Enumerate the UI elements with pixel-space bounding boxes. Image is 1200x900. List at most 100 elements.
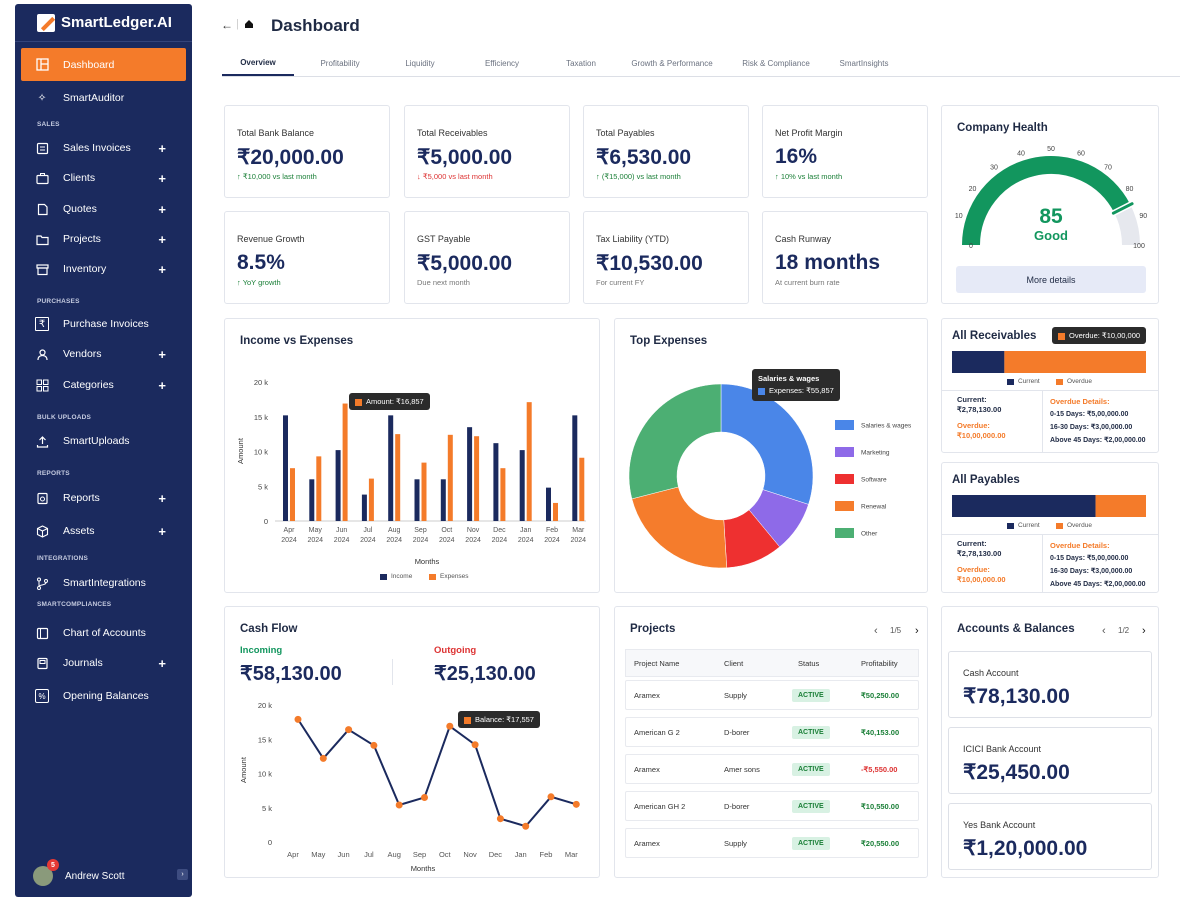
table-row[interactable]: Aramex Amer sons ACTIVE -₹5,550.00	[625, 754, 919, 784]
bar-income	[361, 494, 367, 521]
gauge-tick-label: 50	[1047, 146, 1055, 153]
pie-tooltip: Salaries & wages Expenses: ₹55,857	[752, 369, 840, 401]
more-details-button[interactable]: More details	[956, 266, 1146, 293]
gauge-tick-label: 100	[1133, 243, 1145, 250]
tab-smartinsights[interactable]: SmartInsights	[839, 58, 889, 68]
x-tick-label: Jun	[338, 850, 350, 859]
bar-income	[467, 427, 473, 521]
sidebar-item-assets[interactable]: Assets +	[21, 516, 186, 546]
sidebar-item-projects[interactable]: Projects +	[21, 224, 186, 254]
detail-row: 0-15 Days: ₹5,00,000.00	[1050, 555, 1129, 562]
add-icon[interactable]: +	[158, 261, 166, 277]
book-icon	[35, 626, 49, 640]
x-tick-label: Apr	[287, 850, 299, 859]
overdue-value: ₹10,00,000.00	[957, 575, 1006, 584]
separator: |	[236, 18, 239, 30]
tab-liquidity[interactable]: Liquidity	[405, 58, 435, 68]
table-row[interactable]: Aramex Supply ACTIVE ₹50,250.00	[625, 680, 919, 710]
sidebar-item-smartuploads[interactable]: SmartUploads	[21, 426, 186, 456]
sidebar-label: Dashboard	[63, 58, 115, 71]
kpi-gst-payable: GST Payable ₹5,000.00 Due next month	[404, 211, 570, 304]
add-icon[interactable]: +	[158, 201, 166, 217]
data-point	[572, 800, 580, 808]
card-title: All Payables	[952, 474, 1020, 486]
sidebar-item-chart-of-accounts[interactable]: Chart of Accounts	[21, 618, 186, 648]
add-icon[interactable]: +	[158, 346, 166, 362]
sidebar-item-purchase-invoices[interactable]: ₹ Purchase Invoices	[21, 309, 186, 339]
income-expenses-card: Income vs Expenses 0 5 k 10 k 15 k 20 k Amoun…	[224, 318, 600, 593]
chevron-right-icon[interactable]: ›	[1142, 625, 1146, 637]
brand-logo[interactable]: SmartLedger.AI	[15, 4, 192, 42]
account-card-cash[interactable]: Cash Account ₹78,130.00	[948, 651, 1152, 718]
bar-income	[335, 450, 341, 521]
divider	[942, 390, 1158, 391]
sidebar-item-smartintegrations[interactable]: SmartIntegrations	[21, 568, 186, 598]
tab-growth-performance[interactable]: Growth & Performance	[631, 58, 713, 68]
sidebar-item-sales-invoices[interactable]: Sales Invoices +	[21, 133, 186, 163]
x-axis-title: Months	[411, 864, 436, 873]
back-arrow-icon[interactable]: ←	[221, 18, 233, 32]
user-profile[interactable]: 5 Andrew Scott ›	[33, 859, 188, 889]
sidebar-item-quotes[interactable]: Quotes +	[21, 194, 186, 224]
tab-bar: Overview Profitability Liquidity Efficie…	[222, 50, 1180, 77]
add-icon[interactable]: +	[158, 490, 166, 506]
add-icon[interactable]: +	[158, 523, 166, 539]
bar-income	[546, 487, 551, 521]
receivables-summary: Current: ₹2,78,130.00 Overdue: ₹10,00,00…	[957, 395, 1006, 441]
sidebar-item-inventory[interactable]: Inventory +	[21, 254, 186, 284]
section-smartcompliances: SMARTCOMPLIANCES	[37, 601, 112, 608]
pie-slice	[720, 383, 814, 505]
sidebar-item-opening-balances[interactable]: % Opening Balances	[21, 681, 186, 711]
y-tick-label: 20 k	[258, 701, 272, 710]
y-tick-label: 5 k	[262, 804, 272, 813]
section-sales: SALES	[37, 121, 60, 128]
sidebar-item-clients[interactable]: Clients +	[21, 163, 186, 193]
detail-row: 0-15 Days: ₹5,00,000.00	[1050, 411, 1129, 418]
tab-overview[interactable]: Overview	[222, 50, 294, 76]
tab-taxation[interactable]: Taxation	[566, 58, 596, 68]
sidebar-item-vendors[interactable]: Vendors +	[21, 339, 186, 369]
add-icon[interactable]: +	[158, 655, 166, 671]
page-indicator: 1/2	[1118, 626, 1130, 635]
sidebar-label: SmartAuditor	[63, 92, 125, 104]
current-segment	[952, 351, 1005, 373]
home-icon[interactable]	[244, 18, 254, 32]
tab-profitability[interactable]: Profitability	[320, 58, 360, 68]
table-row[interactable]: Aramex Supply ACTIVE ₹20,550.00	[625, 828, 919, 858]
chevron-left-icon[interactable]: ‹	[1102, 625, 1106, 637]
add-icon[interactable]: +	[158, 377, 166, 393]
sidebar-item-smartauditor[interactable]: ✧ SmartAuditor	[21, 83, 186, 113]
chevron-right-icon[interactable]: ›	[915, 625, 919, 637]
table-row[interactable]: American G 2 D-borer ACTIVE ₹40,153.00	[625, 717, 919, 747]
table-row[interactable]: American GH 2 D-borer ACTIVE ₹10,550.00	[625, 791, 919, 821]
sidebar-item-reports[interactable]: Reports +	[21, 483, 186, 513]
legend-current: Current	[1007, 522, 1040, 529]
tab-efficiency[interactable]: Efficiency	[484, 58, 520, 68]
account-card-yes-bank[interactable]: Yes Bank Account ₹1,20,000.00	[948, 803, 1152, 870]
avatar[interactable]: 5	[33, 859, 59, 886]
bar-income	[414, 479, 420, 521]
page-indicator: 1/5	[890, 626, 902, 635]
chevron-right-icon[interactable]: ›	[177, 869, 188, 880]
section-reports: REPORTS	[37, 470, 70, 477]
tab-risk-compliance[interactable]: Risk & Compliance	[742, 58, 810, 68]
sidebar-label: Purchase Invoices	[63, 318, 149, 330]
sidebar-label: Opening Balances	[63, 690, 149, 702]
kpi-total-receivables: Total Receivables ₹5,000.00 ↓ ₹5,000 vs …	[404, 105, 570, 198]
chevron-left-icon[interactable]: ‹	[874, 625, 878, 637]
account-card-icici[interactable]: ICICI Bank Account ₹25,450.00	[948, 727, 1152, 794]
payables-overdue-details: Overdue Details: 0-15 Days: ₹5,00,000.00…	[1050, 539, 1146, 591]
sidebar-label: Journals	[63, 657, 103, 669]
add-icon[interactable]: +	[158, 231, 166, 247]
sidebar-item-journals[interactable]: Journals +	[21, 648, 186, 678]
current-value: ₹2,78,130.00	[957, 405, 1002, 414]
x-tick-label: Oct	[439, 850, 452, 859]
add-icon[interactable]: +	[158, 140, 166, 156]
add-icon[interactable]: +	[158, 170, 166, 186]
x-tick-label: Mar	[572, 527, 585, 534]
tooltip-text: Balance: ₹17,557	[475, 715, 534, 724]
sparkle-icon: ✧	[37, 92, 47, 104]
project-client: Supply	[724, 690, 747, 700]
sidebar-item-categories[interactable]: Categories +	[21, 370, 186, 400]
sidebar-item-dashboard[interactable]: Dashboard	[21, 48, 186, 81]
